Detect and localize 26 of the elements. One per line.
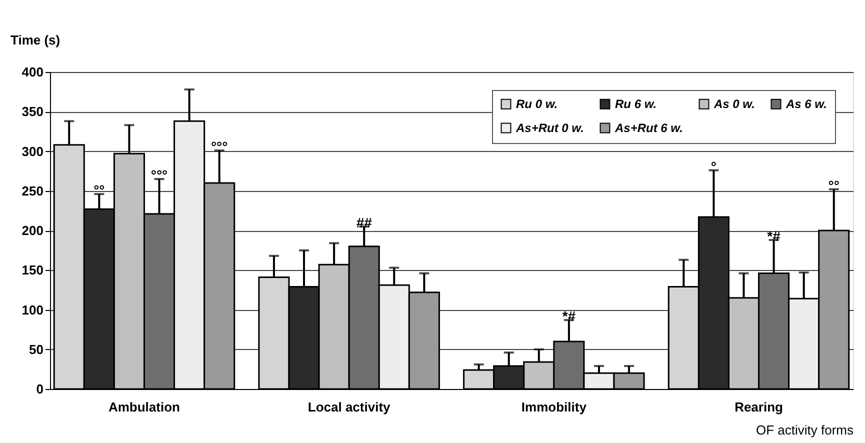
y-tick-label: 100 (22, 302, 44, 318)
x-tick-label: Local activity (308, 400, 392, 414)
data-label: °° (828, 177, 840, 194)
y-axis-title: Time (s) (10, 32, 60, 48)
legend-label: As 0 w. (713, 97, 755, 112)
y-tick-label: 150 (22, 262, 44, 278)
legend-label: Ru 0 w. (516, 97, 558, 112)
data-label: °°° (210, 138, 228, 154)
legend-label: As 6 w. (785, 97, 827, 112)
x-tick-label: Immobility (521, 400, 588, 414)
y-tick-label: 400 (22, 64, 44, 80)
y-tick-label: 300 (22, 144, 44, 159)
y-tick-label: 50 (29, 342, 44, 357)
x-tick-label: Rearing (734, 400, 784, 414)
x-axis-title: OF activity forms (756, 422, 854, 438)
legend-label: As+Rut 6 w. (614, 121, 683, 135)
y-tick-label: 0 (36, 382, 44, 396)
y-tick-label: 250 (22, 183, 44, 198)
data-label: °°° (150, 166, 168, 183)
legend-label: As+Rut 0 w. (515, 121, 584, 135)
legend-label: Ru 6 w. (615, 97, 657, 112)
x-tick-label: Ambulation (108, 400, 180, 414)
data-label: °° (94, 182, 105, 198)
y-tick-label: 200 (22, 223, 44, 238)
data-label: ° (710, 158, 717, 174)
y-tick-label: 350 (22, 104, 44, 120)
